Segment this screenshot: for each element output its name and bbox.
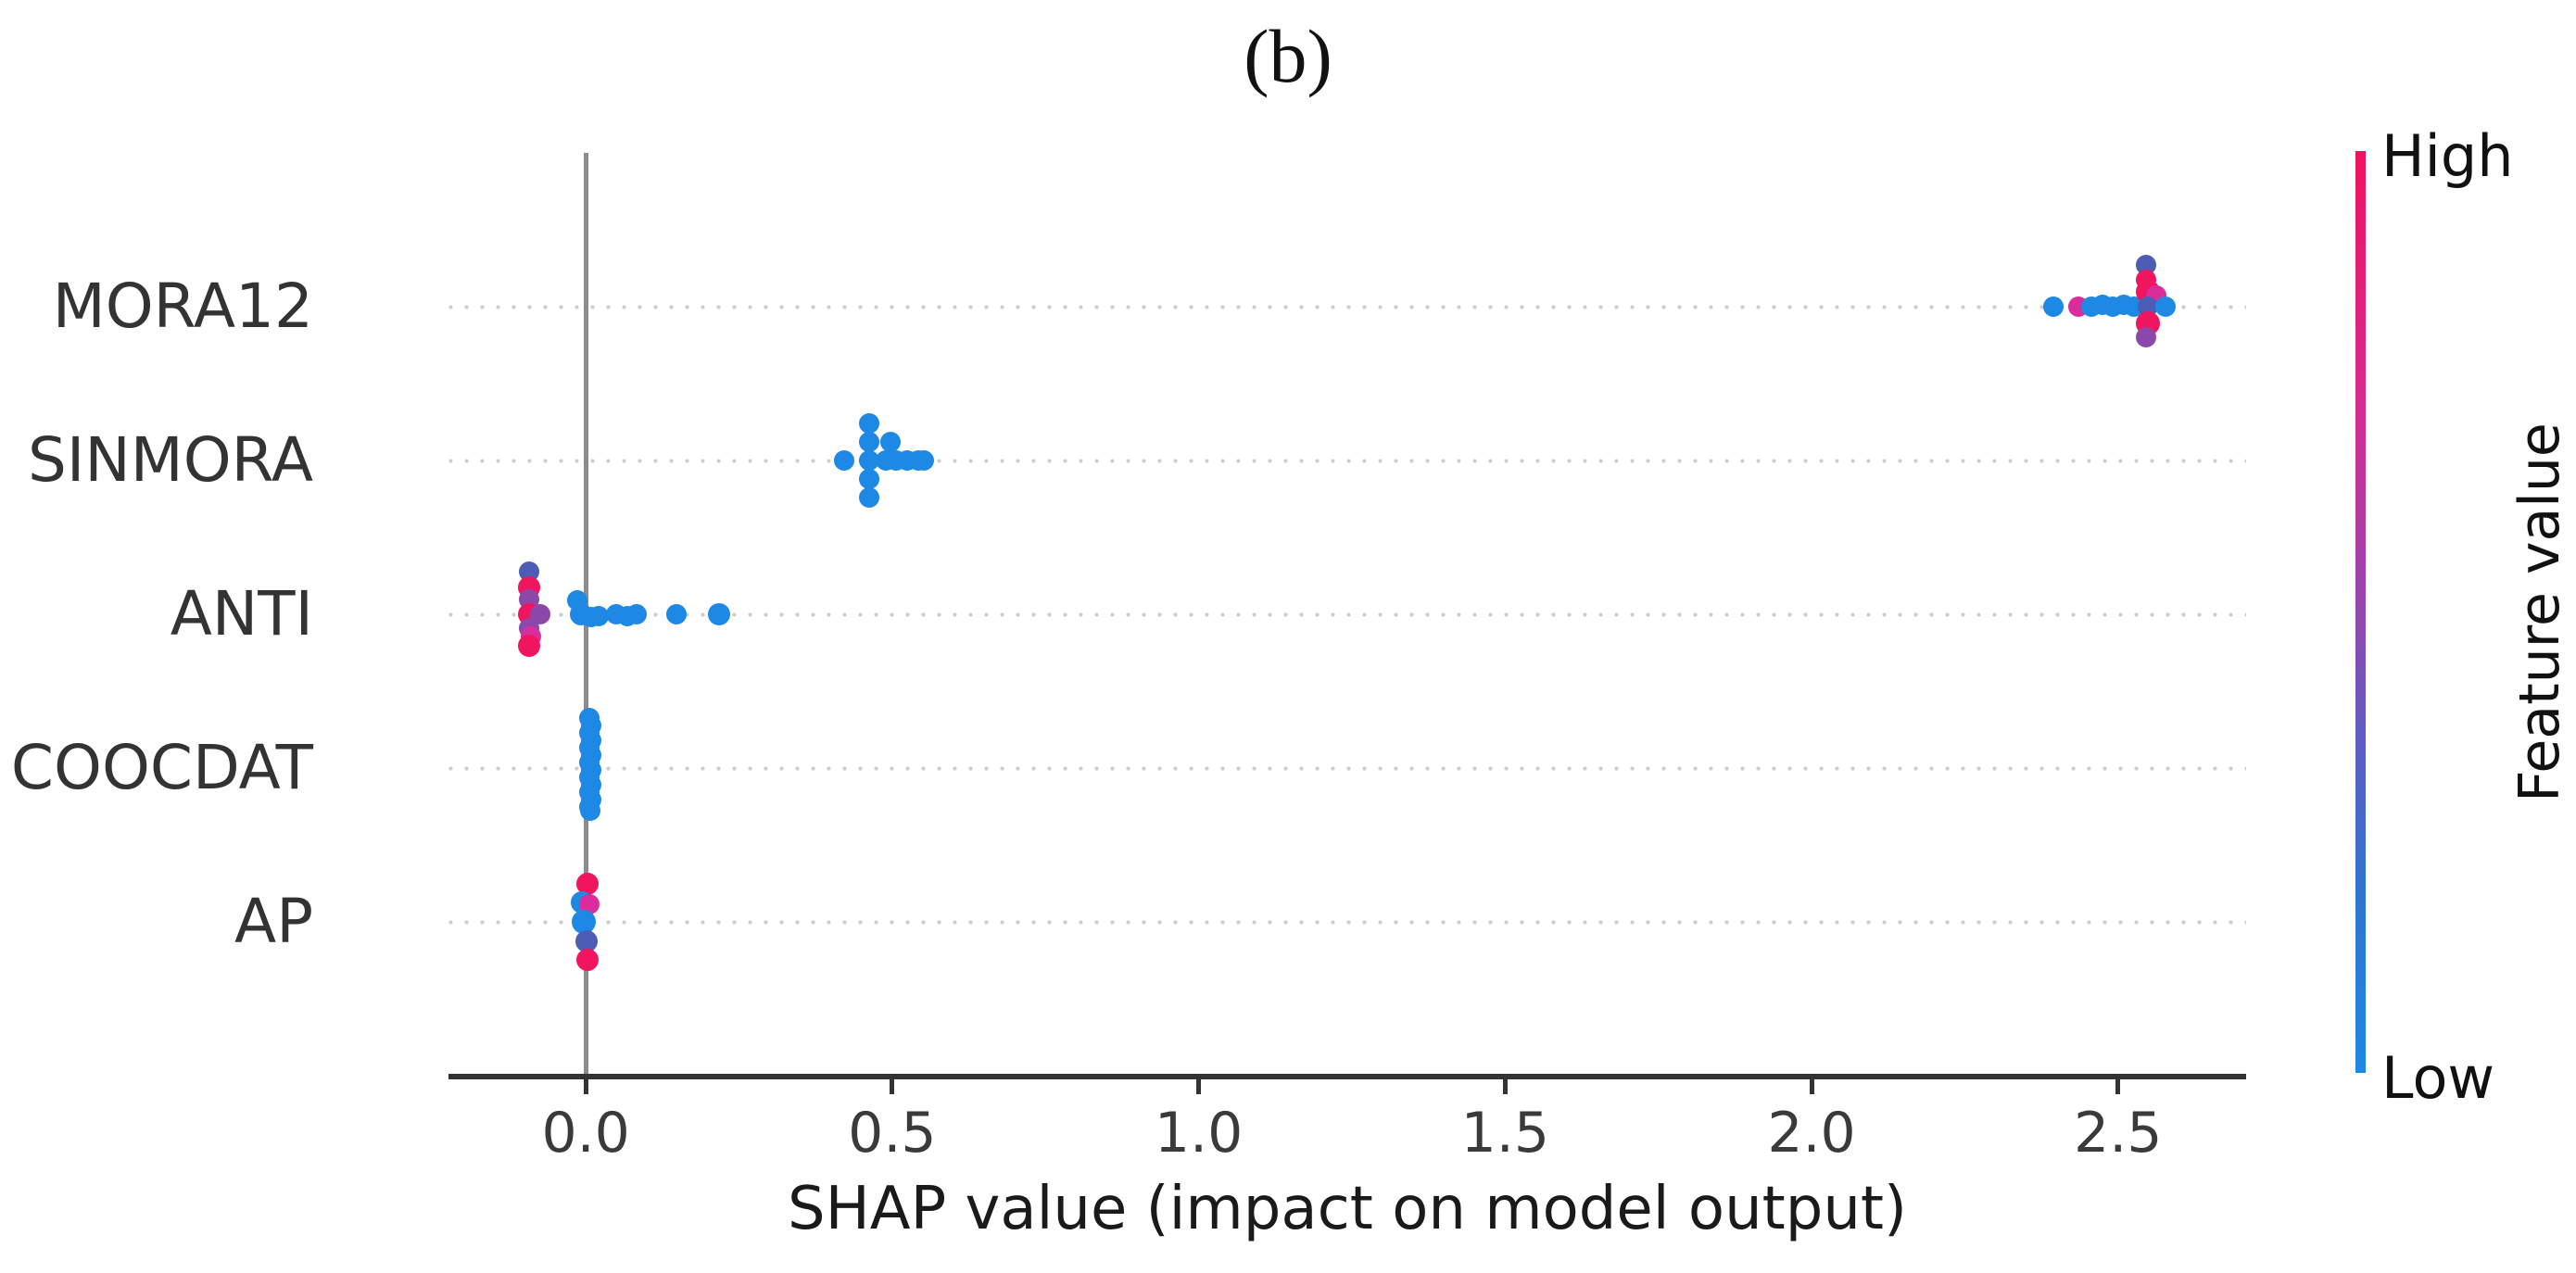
scatter-point-anti	[707, 603, 730, 625]
y-axis-label-coocdat: COOCDAT	[10, 732, 313, 803]
colorbar-gradient	[2355, 151, 2366, 1073]
gridline-coocdat	[448, 766, 2246, 771]
scatter-point-anti	[626, 604, 648, 624]
scatter-point-ap	[576, 949, 600, 971]
scatter-point-sinmora	[858, 487, 879, 508]
x-tick-mark	[2115, 1079, 2121, 1094]
scatter-point-mora12	[2154, 296, 2176, 317]
gridline-ap	[448, 920, 2246, 925]
scatter-point-sinmora	[858, 469, 879, 489]
x-axis-line	[448, 1074, 2246, 1079]
scatter-point-coocdat	[580, 800, 601, 821]
y-axis-label-ap: AP	[234, 886, 313, 957]
scatter-point-sinmora	[859, 450, 880, 471]
x-tick-mark	[890, 1079, 895, 1094]
colorbar-title: Feature value	[2507, 422, 2572, 802]
x-tick-mark	[1502, 1079, 1508, 1094]
x-tick-mark	[1196, 1079, 1202, 1094]
gridline-mora12	[448, 305, 2246, 309]
x-tick-label: 1.5	[1460, 1101, 1550, 1166]
x-tick-label: 1.0	[1154, 1101, 1244, 1166]
x-tick-label: 0.0	[541, 1101, 630, 1166]
scatter-point-sinmora	[879, 432, 901, 452]
gridline-anti	[448, 612, 2246, 617]
scatter-point-sinmora	[913, 450, 934, 471]
x-tick-label: 2.5	[2074, 1101, 2163, 1166]
x-tick-mark	[583, 1079, 588, 1094]
scatter-point-anti	[666, 604, 688, 624]
scatter-point-sinmora	[834, 450, 855, 471]
x-tick-mark	[1809, 1079, 1814, 1094]
panel-title: (b)	[1244, 14, 1332, 98]
gridline-sinmora	[448, 459, 2246, 463]
scatter-point-anti	[518, 635, 541, 657]
colorbar-high-label: High	[2381, 122, 2514, 190]
scatter-point-mora12	[2136, 327, 2157, 347]
y-axis-label-anti: ANTI	[170, 578, 313, 649]
y-axis-label-mora12: MORA12	[52, 271, 313, 342]
x-tick-label: 0.5	[848, 1101, 937, 1166]
scatter-point-anti	[588, 606, 610, 626]
scatter-point-ap	[572, 910, 597, 934]
scatter-point-sinmora	[858, 413, 879, 434]
scatter-point-ap	[579, 894, 600, 914]
x-axis-title: SHAP value (impact on model output)	[788, 1175, 1907, 1243]
colorbar-low-label: Low	[2381, 1044, 2495, 1112]
scatter-point-sinmora	[858, 432, 879, 452]
x-tick-label: 2.0	[1767, 1101, 1856, 1166]
scatter-point-mora12	[2042, 296, 2064, 317]
y-axis-label-sinmora: SINMORA	[28, 424, 313, 496]
